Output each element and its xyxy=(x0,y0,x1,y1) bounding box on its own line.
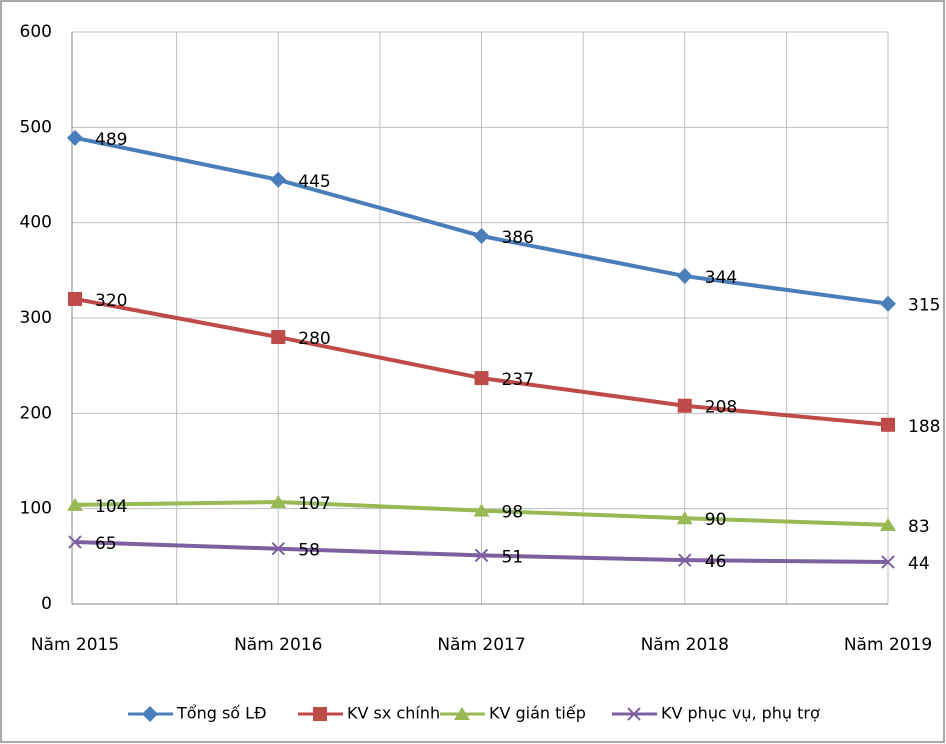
data-label: 98 xyxy=(502,503,524,523)
data-label: 188 xyxy=(908,417,940,437)
data-label: 489 xyxy=(95,130,127,150)
x-tick-label: Năm 2017 xyxy=(437,635,525,655)
data-label: 46 xyxy=(705,552,727,572)
marker xyxy=(627,707,641,721)
marker xyxy=(271,541,285,556)
data-label: 344 xyxy=(705,268,737,288)
marker xyxy=(68,291,82,306)
marker xyxy=(880,517,896,531)
data-label: 83 xyxy=(908,517,930,537)
legend-label: KV gián tiếp xyxy=(489,704,586,723)
marker xyxy=(676,511,693,525)
data-label: 58 xyxy=(298,541,320,561)
data-label: 445 xyxy=(298,172,330,192)
y-tick-label: 600 xyxy=(20,22,52,42)
marker xyxy=(270,494,287,508)
data-label: 386 xyxy=(502,228,534,248)
legend-label: KV phục vụ, phụ trợ xyxy=(661,704,820,723)
marker xyxy=(881,417,895,432)
marker xyxy=(313,707,327,721)
data-label: 315 xyxy=(908,296,940,316)
marker xyxy=(474,371,489,386)
data-label: 65 xyxy=(95,534,117,554)
x-tick-label: Năm 2018 xyxy=(641,635,729,655)
marker xyxy=(881,555,895,569)
data-label: 107 xyxy=(298,494,330,514)
marker xyxy=(67,129,83,146)
marker xyxy=(142,706,158,722)
data-label: 90 xyxy=(705,510,727,530)
marker xyxy=(676,268,693,285)
x-tick-label: Năm 2016 xyxy=(234,635,322,655)
marker xyxy=(474,548,489,563)
marker xyxy=(677,398,692,413)
y-tick-label: 100 xyxy=(20,499,52,519)
marker xyxy=(270,171,287,188)
marker xyxy=(678,553,692,567)
marker xyxy=(271,330,286,345)
legend-label: KV sx chính xyxy=(347,704,440,723)
data-label: 280 xyxy=(298,329,330,349)
y-tick-label: 0 xyxy=(41,594,52,614)
x-tick-label: Năm 2019 xyxy=(844,635,932,655)
y-tick-label: 300 xyxy=(20,308,52,328)
data-label: 237 xyxy=(502,370,534,390)
data-label: 320 xyxy=(95,291,127,311)
marker xyxy=(473,228,490,245)
marker xyxy=(880,295,896,312)
marker xyxy=(473,503,490,517)
marker xyxy=(67,497,83,511)
y-tick-label: 200 xyxy=(20,403,52,423)
marker xyxy=(68,535,82,549)
data-label: 51 xyxy=(502,547,524,567)
y-tick-label: 500 xyxy=(20,117,52,137)
y-tick-label: 400 xyxy=(20,213,52,233)
marker xyxy=(454,707,470,720)
x-tick-label: Năm 2015 xyxy=(31,635,119,655)
data-label: 44 xyxy=(908,554,930,574)
data-label: 104 xyxy=(95,497,127,517)
data-label: 208 xyxy=(705,398,737,418)
legend-label: Tổng số LĐ xyxy=(176,704,266,723)
